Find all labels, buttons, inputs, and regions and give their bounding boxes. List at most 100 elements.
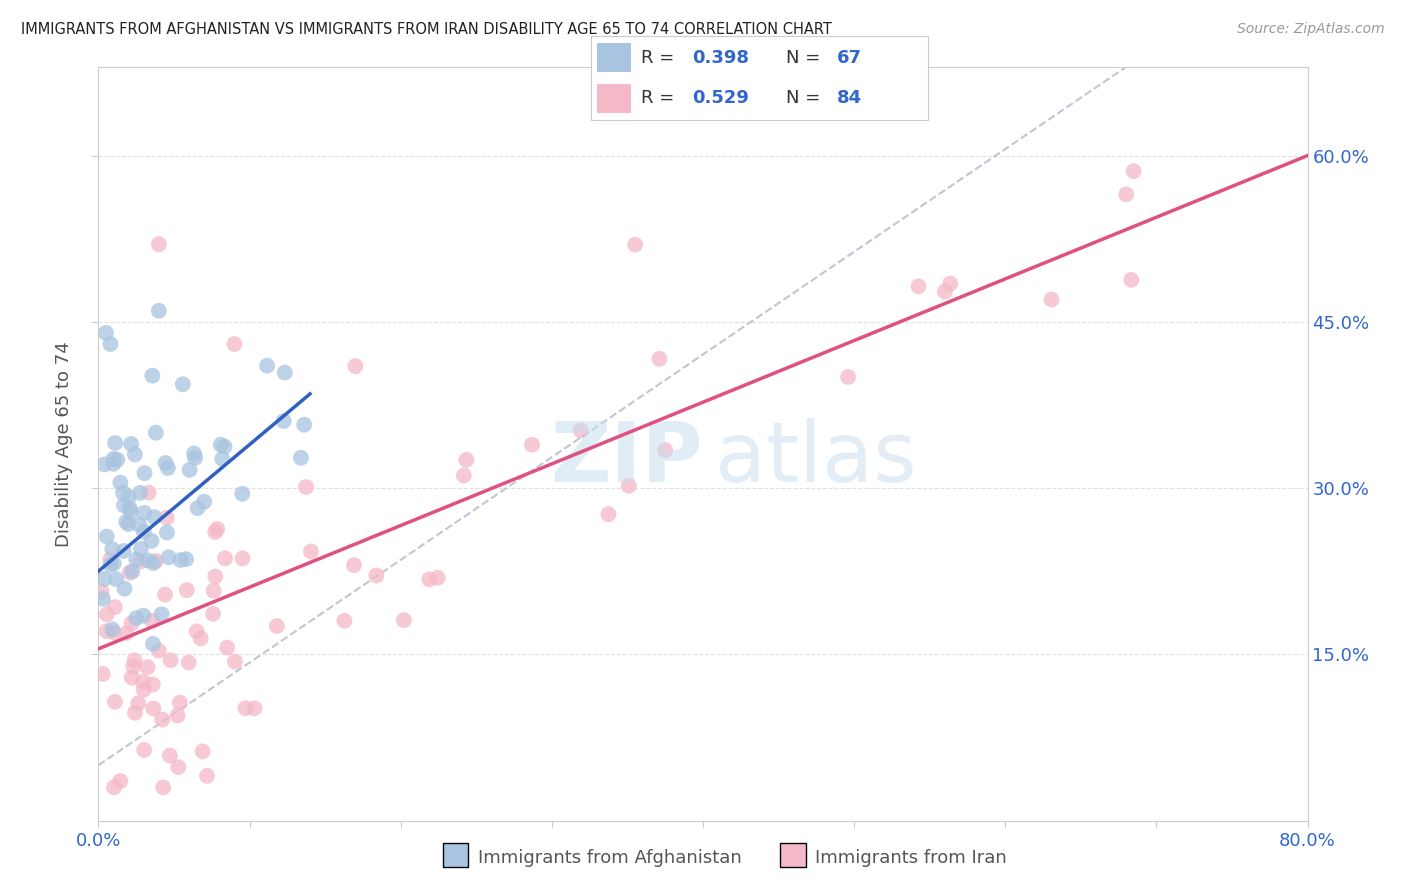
Point — [231, 487, 253, 501]
Point — [159, 653, 181, 667]
Point — [105, 452, 128, 467]
Point — [569, 424, 592, 438]
Point — [243, 701, 266, 715]
Point — [366, 568, 388, 582]
Point — [214, 440, 236, 454]
Text: Immigrants from Iran: Immigrants from Iran — [815, 849, 1007, 867]
Point — [103, 625, 125, 640]
Point — [648, 351, 671, 366]
Point — [136, 660, 159, 674]
Point — [152, 780, 174, 795]
Point — [333, 614, 356, 628]
Text: Source: ZipAtlas.com: Source: ZipAtlas.com — [1237, 22, 1385, 37]
Point — [112, 485, 135, 500]
Point — [167, 760, 190, 774]
Point — [134, 506, 156, 520]
Text: 0.529: 0.529 — [692, 89, 748, 107]
Point — [96, 624, 118, 639]
Point — [598, 507, 620, 521]
Text: IMMIGRANTS FROM AFGHANISTAN VS IMMIGRANTS FROM IRAN DISABILITY AGE 65 TO 74 CORR: IMMIGRANTS FROM AFGHANISTAN VS IMMIGRANT… — [21, 22, 832, 37]
Point — [121, 671, 143, 685]
Point — [117, 517, 139, 532]
Y-axis label: Disability Age 65 to 74: Disability Age 65 to 74 — [55, 341, 73, 547]
Point — [136, 553, 159, 567]
Point — [209, 437, 232, 451]
Point — [193, 495, 215, 509]
Point — [172, 377, 194, 392]
Point — [344, 359, 367, 374]
Point — [98, 552, 121, 566]
Point — [1115, 187, 1137, 202]
Point — [118, 566, 141, 580]
Point — [105, 572, 128, 586]
Point — [156, 525, 179, 540]
Point — [224, 655, 246, 669]
Point — [207, 522, 229, 536]
Point — [295, 480, 318, 494]
Point — [125, 552, 148, 566]
Point — [453, 468, 475, 483]
Point — [94, 326, 117, 340]
Point — [266, 619, 288, 633]
Point — [1122, 164, 1144, 178]
Point — [145, 425, 167, 440]
Point — [141, 614, 163, 628]
Bar — [598, 44, 631, 72]
Point — [290, 450, 312, 465]
Text: N =: N = — [786, 89, 827, 107]
Point — [91, 591, 114, 606]
Point — [939, 277, 962, 291]
Point — [100, 337, 122, 351]
Point — [103, 780, 125, 795]
Point — [110, 475, 132, 490]
Point — [93, 572, 115, 586]
Point — [124, 447, 146, 461]
Point — [134, 743, 156, 757]
Point — [418, 573, 440, 587]
Text: 84: 84 — [837, 89, 862, 107]
Point — [624, 237, 647, 252]
Point — [148, 303, 170, 318]
Point — [392, 613, 415, 627]
Point — [150, 607, 173, 622]
Point — [118, 501, 141, 516]
Point — [187, 501, 209, 516]
Point — [156, 461, 179, 475]
Point — [235, 701, 257, 715]
Bar — [598, 84, 631, 112]
Point — [204, 569, 226, 583]
Text: 0.398: 0.398 — [692, 49, 749, 67]
Point — [153, 588, 176, 602]
Point — [110, 774, 132, 789]
Point — [224, 337, 246, 351]
Point — [121, 616, 143, 631]
Point — [231, 551, 253, 566]
Point — [142, 677, 165, 691]
Point — [174, 552, 197, 566]
Point — [274, 366, 297, 380]
Point — [125, 611, 148, 625]
Text: ZIP: ZIP — [551, 418, 703, 500]
Point — [96, 530, 118, 544]
Point — [141, 368, 163, 383]
Point — [124, 706, 146, 720]
Point — [837, 370, 859, 384]
Point — [150, 713, 173, 727]
Point — [617, 479, 640, 493]
Point — [104, 695, 127, 709]
Point — [132, 524, 155, 539]
Text: atlas: atlas — [716, 418, 917, 500]
Point — [132, 608, 155, 623]
Point — [112, 544, 135, 558]
Point — [118, 490, 141, 504]
Point — [169, 696, 191, 710]
Point — [520, 438, 543, 452]
Point — [122, 659, 145, 673]
Point — [121, 565, 143, 579]
Text: Immigrants from Afghanistan: Immigrants from Afghanistan — [478, 849, 742, 867]
Point — [129, 486, 152, 500]
Point — [145, 554, 167, 568]
Point — [191, 744, 214, 758]
Point — [157, 550, 180, 565]
Point — [169, 553, 191, 567]
